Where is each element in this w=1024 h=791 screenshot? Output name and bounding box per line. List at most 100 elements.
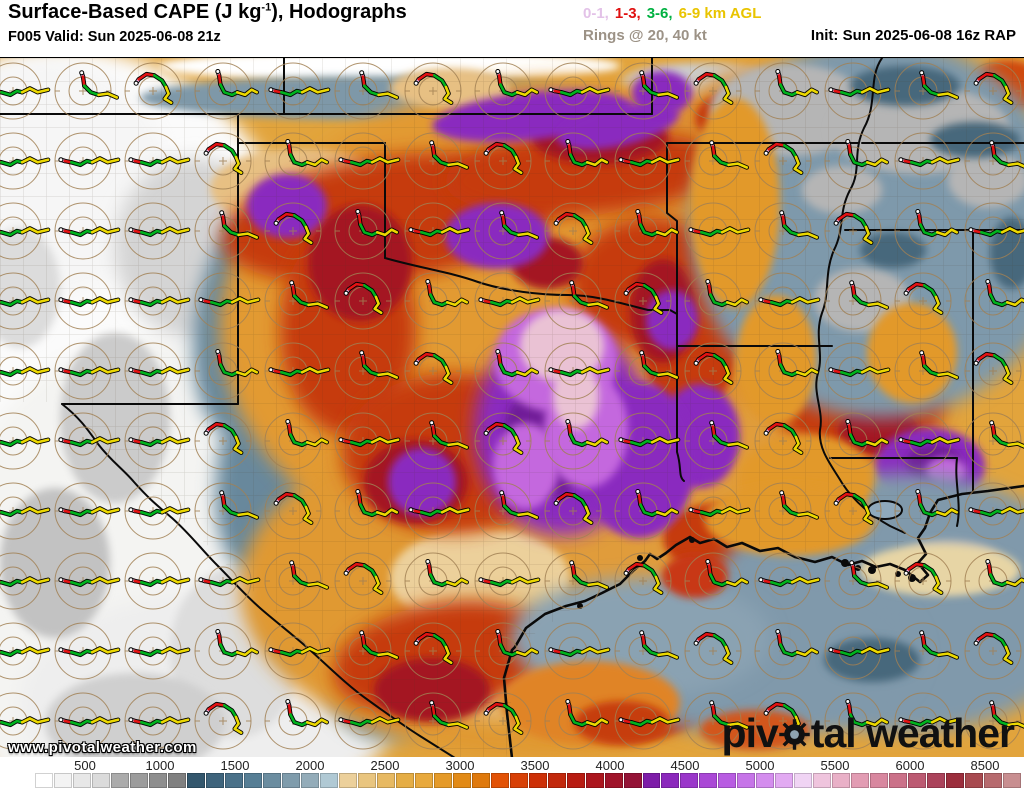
hodograph bbox=[824, 342, 891, 400]
colorbar-cell bbox=[91, 773, 110, 788]
hodograph bbox=[894, 622, 959, 680]
hodograph bbox=[264, 622, 331, 680]
colorbar-tick-label: 2000 bbox=[295, 758, 325, 773]
colorbar-cell bbox=[148, 773, 167, 788]
hodograph bbox=[194, 552, 261, 610]
hodograph bbox=[194, 62, 259, 120]
hodograph bbox=[824, 132, 889, 190]
hodograph bbox=[0, 62, 51, 120]
hodograph bbox=[0, 552, 51, 610]
colorbar-cell bbox=[53, 773, 72, 788]
colorbar-cell bbox=[490, 773, 509, 788]
colorbar-cell bbox=[737, 773, 756, 788]
legend-entry: 3-6, bbox=[646, 5, 673, 22]
hodograph bbox=[264, 272, 329, 330]
hodograph bbox=[614, 412, 681, 470]
hodograph bbox=[54, 622, 121, 680]
colorbar-cell bbox=[414, 773, 433, 788]
hodograph bbox=[334, 622, 399, 680]
hodograph bbox=[894, 552, 952, 610]
hodograph bbox=[404, 622, 462, 680]
hodograph bbox=[0, 692, 51, 750]
hodograph bbox=[824, 552, 889, 610]
hodograph bbox=[754, 132, 812, 190]
hodograph bbox=[754, 622, 819, 680]
hodograph bbox=[474, 692, 532, 750]
hodograph bbox=[684, 622, 742, 680]
hodograph bbox=[474, 552, 541, 610]
hodograph bbox=[894, 132, 961, 190]
colorbar-cell bbox=[585, 773, 604, 788]
colorbar-cell bbox=[205, 773, 224, 788]
hodograph bbox=[754, 482, 819, 540]
colorbar-tick-label: 1500 bbox=[220, 758, 250, 773]
colorbar-cell bbox=[794, 773, 813, 788]
hodograph bbox=[684, 692, 749, 750]
hodograph bbox=[684, 132, 749, 190]
colorbar-cell bbox=[680, 773, 699, 788]
hodograph bbox=[124, 202, 191, 260]
hodograph bbox=[124, 132, 191, 190]
colorbar-cell bbox=[186, 773, 205, 788]
hodograph bbox=[54, 202, 121, 260]
colorbar-cell bbox=[965, 773, 984, 788]
colorbar-cell bbox=[243, 773, 262, 788]
hodograph bbox=[894, 412, 961, 470]
colorbar-cell bbox=[395, 773, 414, 788]
map-canvas[interactable]: www.pivotalweather.com piv tal weather bbox=[0, 57, 1024, 757]
hodograph bbox=[264, 412, 329, 470]
colorbar-tick-label: 3500 bbox=[520, 758, 550, 773]
hodograph bbox=[824, 272, 889, 330]
hodograph bbox=[194, 272, 261, 330]
colorbar-cell bbox=[604, 773, 623, 788]
colorbar-cell bbox=[946, 773, 965, 788]
hodograph bbox=[614, 62, 679, 120]
colorbar-tick-label: 6000 bbox=[895, 758, 925, 773]
hodograph bbox=[264, 132, 329, 190]
hodograph bbox=[754, 342, 819, 400]
hodograph bbox=[404, 62, 462, 120]
hodograph bbox=[194, 202, 259, 260]
hodograph bbox=[404, 132, 469, 190]
colorbar-cell bbox=[699, 773, 718, 788]
colorbar-cell bbox=[35, 773, 53, 788]
colorbar-cell bbox=[813, 773, 832, 788]
hodograph bbox=[264, 692, 329, 750]
hodograph bbox=[404, 202, 471, 260]
colorbar-cell bbox=[167, 773, 186, 788]
hodograph bbox=[614, 132, 681, 190]
hodograph bbox=[0, 412, 51, 470]
hodograph bbox=[964, 272, 1024, 330]
hodograph bbox=[474, 412, 532, 470]
colorbar-cell bbox=[471, 773, 490, 788]
hodograph bbox=[334, 552, 392, 610]
hodograph bbox=[544, 552, 609, 610]
hodograph bbox=[54, 272, 121, 330]
colorbar-cell bbox=[908, 773, 927, 788]
hodograph bbox=[684, 202, 751, 260]
hodograph bbox=[544, 412, 609, 470]
colorbar-cell bbox=[889, 773, 908, 788]
hodograph bbox=[894, 202, 959, 260]
colorbar-tick-label: 1000 bbox=[145, 758, 175, 773]
hodograph bbox=[614, 202, 679, 260]
hodograph bbox=[544, 482, 602, 540]
superscript: -1 bbox=[261, 1, 272, 14]
hodograph bbox=[264, 552, 329, 610]
hodograph bbox=[964, 482, 1024, 540]
colorbar-cell bbox=[433, 773, 452, 788]
hodograph bbox=[54, 692, 121, 750]
hodograph bbox=[894, 482, 959, 540]
hodograph bbox=[544, 692, 609, 750]
hodograph bbox=[404, 412, 469, 470]
colorbar-panel: 500 1000 1500 2000 2500 3000 3500 4000 4500 5000 5… bbox=[0, 757, 1024, 791]
hodograph bbox=[194, 132, 252, 190]
colorbar-tick-label: 4000 bbox=[595, 758, 625, 773]
hodograph bbox=[544, 132, 609, 190]
header-bar: Surface-Based CAPE (J kg-1), Hodographs … bbox=[0, 0, 1024, 57]
colorbar-cell bbox=[129, 773, 148, 788]
colorbar-cell bbox=[623, 773, 642, 788]
hodograph bbox=[124, 412, 191, 470]
hodograph bbox=[0, 342, 51, 400]
